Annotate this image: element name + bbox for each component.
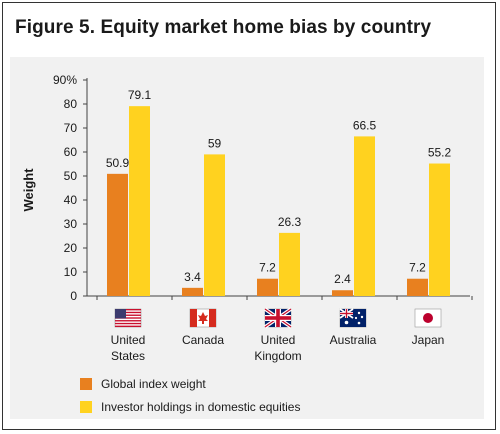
x-category-label: Australia: [330, 333, 377, 347]
bar-domestic: [429, 163, 450, 296]
data-label-global: 2.4: [334, 272, 351, 286]
x-category-label: States: [111, 349, 145, 363]
y-axis-label: Weight: [21, 168, 36, 212]
y-tick-label: 0: [70, 289, 77, 303]
data-label-domestic: 26.3: [278, 215, 302, 229]
data-label-domestic: 59: [208, 136, 222, 150]
bar-global: [257, 278, 278, 296]
chart-title: Figure 5. Equity market home bias by cou…: [15, 17, 432, 38]
y-tick-label: 50: [64, 169, 78, 183]
x-category-label: United: [111, 333, 146, 347]
y-tick-label: 20: [64, 241, 78, 255]
data-label-global: 7.2: [409, 261, 426, 275]
x-category-label: Canada: [182, 333, 224, 347]
data-label-global: 3.4: [184, 270, 201, 284]
canada-flag-icon: [189, 308, 217, 328]
chart-panel: [10, 57, 484, 419]
us-flag-icon: [114, 308, 142, 328]
data-label-global: 7.2: [259, 261, 276, 275]
legend-swatch-domestic: [80, 401, 92, 413]
x-category-label: United: [261, 333, 296, 347]
legend-item-global: Global index weight: [80, 377, 206, 391]
bar-global: [332, 290, 353, 296]
bar-domestic: [354, 136, 375, 296]
data-label-domestic: 79.1: [128, 88, 152, 102]
x-category-label: Kingdom: [254, 349, 301, 363]
y-tick-label: 30: [64, 217, 78, 231]
bar-domestic: [129, 106, 150, 296]
bar-global: [182, 287, 203, 296]
bar-global: [407, 278, 428, 296]
legend-swatch-global: [80, 378, 92, 390]
bar-domestic: [204, 154, 225, 296]
data-label-domestic: 66.5: [353, 118, 377, 132]
y-tick-label: 90%: [53, 73, 77, 87]
y-tick-label: 10: [64, 265, 78, 279]
legend-label-global: Global index weight: [101, 377, 206, 391]
legend-label-domestic: Investor holdings in domestic equities: [101, 400, 301, 414]
data-label-domestic: 55.2: [428, 146, 452, 160]
bar-domestic: [279, 232, 300, 296]
y-tick-label: 80: [64, 97, 78, 111]
y-tick-label: 60: [64, 145, 78, 159]
bar-global: [107, 173, 128, 296]
y-tick-label: 70: [64, 121, 78, 135]
data-label-global: 50.9: [106, 156, 130, 170]
japan-flag-icon: [414, 308, 442, 328]
australia-flag-icon: [339, 308, 367, 328]
legend-item-domestic: Investor holdings in domestic equities: [80, 400, 300, 414]
uk-flag-icon: [264, 307, 292, 329]
y-tick-label: 40: [64, 193, 78, 207]
x-category-label: Japan: [412, 333, 445, 347]
